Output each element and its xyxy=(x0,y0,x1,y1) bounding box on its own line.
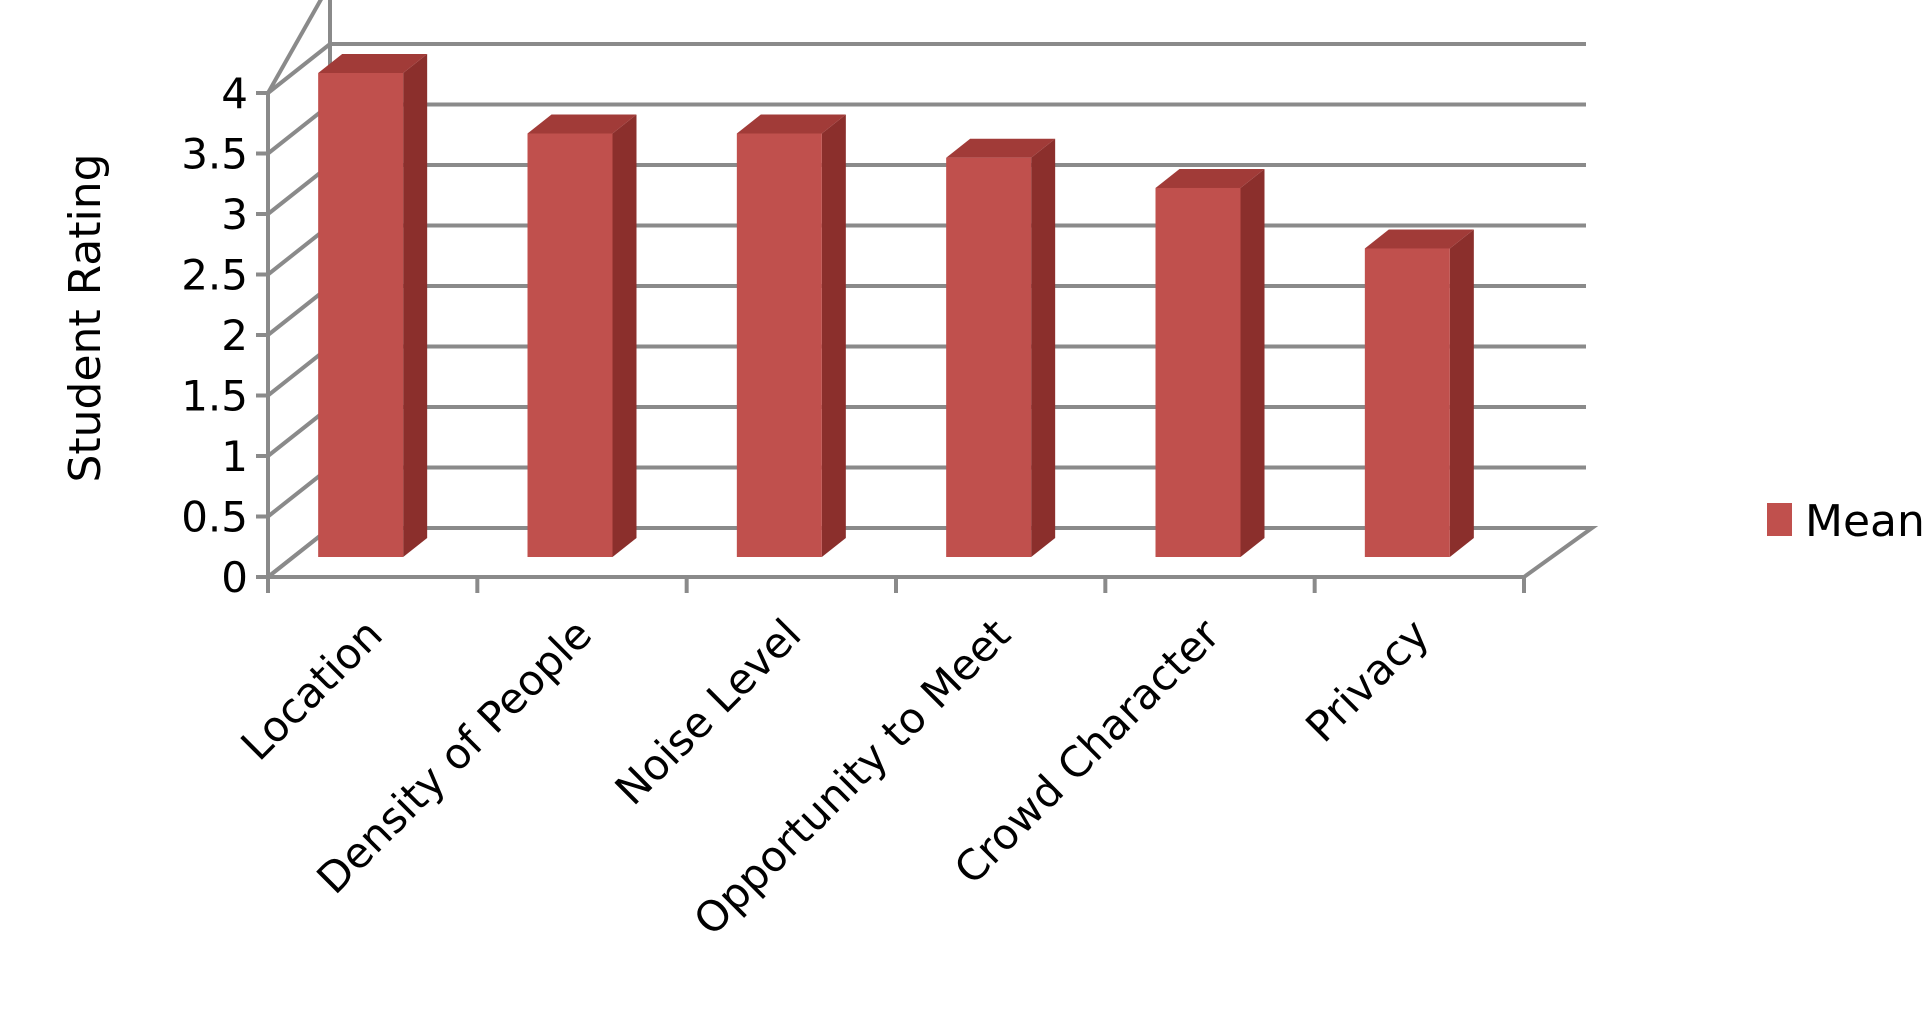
legend: Mean xyxy=(1767,496,1925,547)
y-tick-label: 3.5 xyxy=(181,130,248,179)
gridline xyxy=(266,163,1586,216)
bar-front xyxy=(1155,187,1241,557)
bar-top xyxy=(527,114,637,134)
bar-front xyxy=(318,73,404,557)
bar-side xyxy=(1240,168,1265,557)
y-axis: 0 0.5 1 1.5 2 2.5 3 3.5 4 xyxy=(181,69,268,602)
bar-top xyxy=(736,114,846,134)
bar xyxy=(736,114,846,557)
bar xyxy=(946,138,1056,557)
bar-side xyxy=(1449,229,1474,557)
category-label: Privacy xyxy=(1296,609,1438,751)
category-label: Location xyxy=(231,609,391,769)
bar-side xyxy=(821,114,846,557)
bar-side xyxy=(612,114,637,557)
category-label: Noise Level xyxy=(606,609,811,814)
y-tick-label: 2 xyxy=(221,311,248,360)
side-wall-top-edge xyxy=(266,0,323,94)
bars xyxy=(318,54,1474,557)
y-tick-label: 3 xyxy=(221,190,248,239)
y-tick-label: 0.5 xyxy=(181,493,248,542)
bar-top xyxy=(946,138,1056,158)
bar-front xyxy=(736,133,822,557)
y-axis-title: Student Rating xyxy=(60,153,111,482)
bar-side xyxy=(403,54,428,557)
bar-top xyxy=(318,54,428,73)
bar xyxy=(1364,229,1474,557)
y-tick-label: 1.5 xyxy=(181,372,248,421)
bar-top xyxy=(1155,168,1265,188)
bar xyxy=(1155,168,1265,557)
bar-top xyxy=(1364,229,1474,249)
y-tick-label: 4 xyxy=(221,69,248,118)
x-axis xyxy=(266,577,1526,593)
bar-side xyxy=(1031,138,1056,557)
legend-label: Mean xyxy=(1805,496,1925,547)
y-tick-label: 2.5 xyxy=(181,251,248,300)
bar-front xyxy=(527,133,613,557)
bar-front xyxy=(1364,248,1450,557)
y-tick-label: 0 xyxy=(221,553,248,602)
gridline xyxy=(266,102,1586,156)
y-tick-label: 1 xyxy=(221,432,248,481)
legend-swatch xyxy=(1767,503,1792,536)
bar xyxy=(527,114,637,557)
gridline xyxy=(266,42,1586,95)
bar xyxy=(318,54,428,557)
bar-front xyxy=(946,157,1032,557)
